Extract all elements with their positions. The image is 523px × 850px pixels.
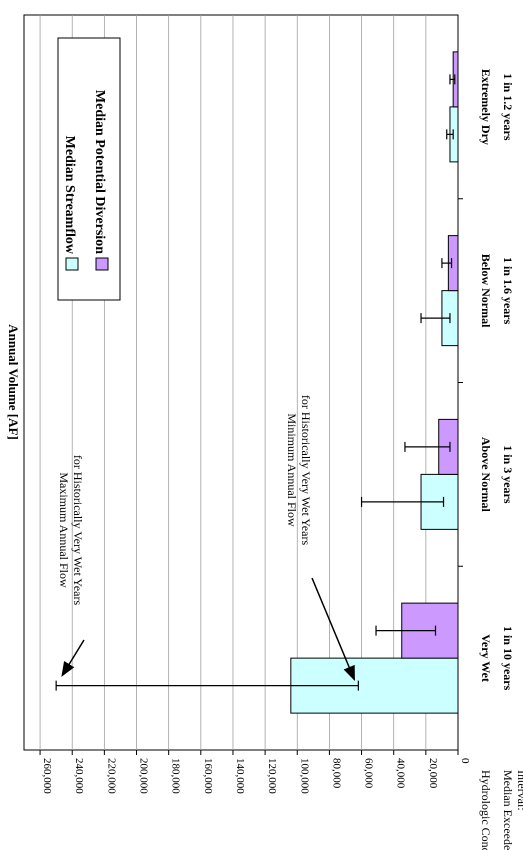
category-labels: Very Wet 1 in 10 years Above Normal 1 in 3 …: [479, 69, 515, 691]
y-tick-label: 220,000: [105, 758, 117, 794]
legend: Median Streamflow Median Potential Divers…: [57, 37, 121, 301]
annotation-max-line1: Maximum Annual Flow: [57, 472, 71, 588]
annotations: Maximum Annual Flow for Historically Very…: [57, 395, 356, 682]
median-exceedence-label: Median Exceedence: [501, 770, 515, 850]
y-tick-label: 240,000: [73, 758, 85, 794]
y-axis-label-group: Annual Volume [AF]: [6, 324, 21, 440]
y-tick-label: 200,000: [138, 758, 150, 794]
category-axis-ticks: [458, 198, 463, 567]
legend-swatch: [65, 257, 79, 271]
hydrologic-condition-label: Hydrologic Condition:: [479, 770, 493, 850]
category-condition-label: Extremely Dry: [479, 69, 493, 145]
category-interval-label: 1 in 10 years: [501, 626, 515, 691]
legend-swatch: [95, 257, 109, 271]
category-interval-label: 1 in 1.2 years: [501, 73, 515, 141]
y-axis-label: Annual Volume [AF]: [6, 324, 21, 440]
annotation-min-arrow: [311, 577, 356, 682]
error-bars: [55, 74, 456, 691]
annotation-min-line2: for Historically Very Wet Years: [299, 395, 313, 546]
y-tick-label: 160,000: [202, 758, 214, 794]
annotation-max-line2: for Historically Very Wet Years: [71, 455, 85, 606]
category-interval-label: 1 in 1.6 years: [501, 257, 515, 325]
category-condition-label: Very Wet: [479, 634, 493, 682]
y-tick-label: 120,000: [266, 758, 278, 794]
annotation-min-line1: Minimum Annual Flow: [285, 413, 299, 527]
category-condition-label: Above Normal: [479, 437, 493, 513]
row-labels: Hydrologic Condition: Median Exceedence In…: [479, 770, 523, 850]
y-axis-ticks: 0 20,000 40,000 60,000 80,000 100,000 120,000 1…: [39, 750, 471, 794]
legend-box: [57, 37, 121, 301]
category-condition-label: Below Normal: [479, 254, 493, 328]
category-interval-label: 1 in 3 years: [501, 445, 515, 504]
annotation-max-arrow: [61, 639, 85, 677]
legend-entry: Median Potential Diversion: [92, 90, 107, 254]
y-tick-label: 60,000: [363, 758, 375, 789]
legend-entry: Median Streamflow: [62, 136, 77, 255]
y-tick-label: 140,000: [234, 758, 246, 794]
interval-label: Interval:: [515, 770, 523, 811]
y-tick-label: 260,000: [41, 758, 53, 794]
y-tick-label: 80,000: [330, 758, 342, 789]
y-tick-label: 180,000: [170, 758, 182, 794]
y-tick-label: 20,000: [427, 758, 439, 789]
y-tick-label: 40,000: [395, 758, 407, 789]
y-tick-label: 100,000: [298, 758, 310, 794]
y-tick-label: 0: [459, 758, 471, 764]
